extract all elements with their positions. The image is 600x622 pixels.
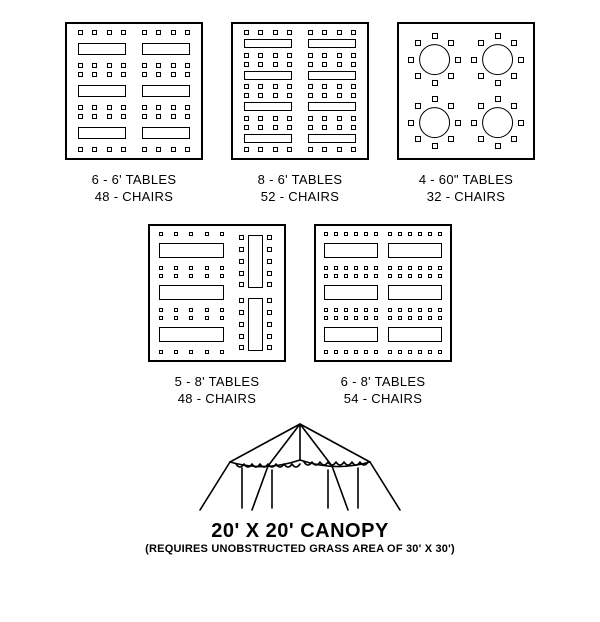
layout-6x8ft: 6 - 8' TABLES 54 - CHAIRS <box>314 224 452 408</box>
layout-row-1: 6 - 6' TABLES 48 - CHAIRS 8 - 6' TABLES … <box>0 22 600 206</box>
layout-8x6ft: 8 - 6' TABLES 52 - CHAIRS <box>231 22 369 206</box>
floorplan <box>231 22 369 160</box>
caption-line1: 6 - 6' TABLES <box>92 172 177 187</box>
layout-caption: 5 - 8' TABLES 48 - CHAIRS <box>175 374 260 408</box>
canopy-illustration <box>0 418 600 514</box>
layout-caption: 4 - 60" TABLES 32 - CHAIRS <box>419 172 513 206</box>
caption-line2: 54 - CHAIRS <box>341 391 426 408</box>
title-block: 20' X 20' CANOPY (REQUIRES UNOBSTRUCTED … <box>0 520 600 555</box>
floorplan <box>314 224 452 362</box>
caption-line2: 48 - CHAIRS <box>92 189 177 206</box>
caption-line1: 4 - 60" TABLES <box>419 172 513 187</box>
canopy-subtitle: (REQUIRES UNOBSTRUCTED GRASS AREA OF 30'… <box>0 543 600 555</box>
caption-line1: 8 - 6' TABLES <box>258 172 343 187</box>
layout-caption: 6 - 6' TABLES 48 - CHAIRS <box>92 172 177 206</box>
layout-4x60in-round: 4 - 60" TABLES 32 - CHAIRS <box>397 22 535 206</box>
layout-6x6ft: 6 - 6' TABLES 48 - CHAIRS <box>65 22 203 206</box>
caption-line1: 5 - 8' TABLES <box>175 374 260 389</box>
floorplan <box>148 224 286 362</box>
caption-line2: 52 - CHAIRS <box>258 189 343 206</box>
floorplan <box>397 22 535 160</box>
canopy-title: 20' X 20' CANOPY <box>0 520 600 543</box>
caption-line2: 48 - CHAIRS <box>175 391 260 408</box>
caption-line2: 32 - CHAIRS <box>419 189 513 206</box>
layout-5x8ft: 5 - 8' TABLES 48 - CHAIRS <box>148 224 286 408</box>
canopy-icon <box>190 418 410 514</box>
layout-row-2: 5 - 8' TABLES 48 - CHAIRS 6 - 8' TABLES … <box>0 224 600 408</box>
caption-line1: 6 - 8' TABLES <box>341 374 426 389</box>
layout-caption: 6 - 8' TABLES 54 - CHAIRS <box>341 374 426 408</box>
layout-caption: 8 - 6' TABLES 52 - CHAIRS <box>258 172 343 206</box>
floorplan <box>65 22 203 160</box>
